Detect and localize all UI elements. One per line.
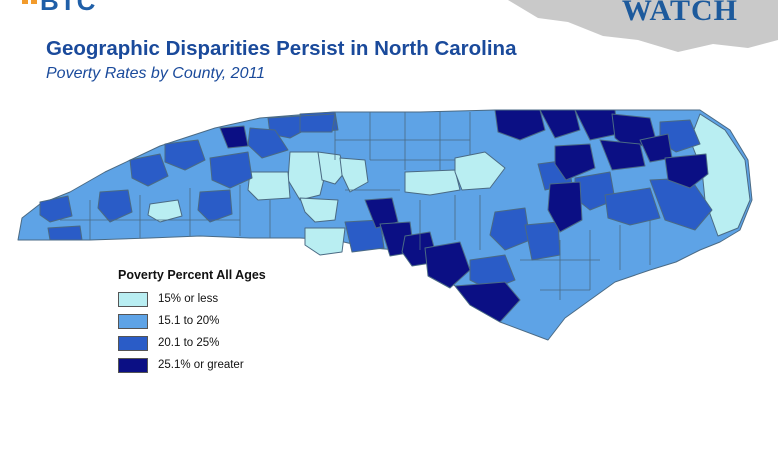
county-mid — [197, 189, 233, 223]
map-legend: Poverty Percent All Ages 15% or less 15.… — [118, 268, 266, 376]
logo-right-text: WATCH — [621, 0, 738, 27]
page-title: Geographic Disparities Persist in North … — [46, 37, 517, 60]
legend-label: 25.1% or greater — [158, 359, 244, 371]
county-dark — [219, 125, 249, 149]
legend-item: 15% or less — [118, 288, 266, 310]
county-dark — [554, 143, 596, 181]
county-mid — [39, 195, 73, 223]
county-mid — [129, 153, 169, 187]
county-light — [147, 199, 183, 223]
legend-item: 25.1% or greater — [118, 354, 266, 376]
county-light — [454, 151, 506, 191]
logo-left-text: BTC — [40, 0, 97, 16]
county-dark — [664, 153, 709, 189]
page-subtitle: Poverty Rates by County, 2011 — [46, 65, 266, 82]
legend-swatch — [118, 357, 148, 373]
county-light — [304, 227, 346, 256]
legend-swatch — [118, 335, 148, 351]
logo-left: BTC — [22, 0, 96, 16]
county-mid — [489, 207, 531, 251]
county-dark — [364, 197, 399, 229]
legend-label: 15% or less — [158, 293, 219, 305]
legend-swatch — [118, 291, 148, 307]
county-light — [317, 151, 346, 185]
county-mid — [47, 225, 83, 241]
county-mid — [209, 151, 253, 189]
legend-item: 20.1 to 25% — [118, 332, 266, 354]
logo-right: WATCH — [508, 0, 778, 60]
county-dark — [494, 109, 546, 141]
county-mid — [299, 113, 336, 133]
legend-label: 20.1 to 25% — [158, 337, 220, 349]
logo-bar-icon — [22, 0, 28, 4]
nc-county-map — [0, 100, 778, 360]
county-mid — [164, 139, 206, 171]
county-light — [339, 157, 369, 193]
legend-swatch — [118, 313, 148, 329]
county-mid — [247, 127, 289, 159]
county-dark — [599, 139, 646, 171]
county-dark — [454, 281, 521, 323]
county-borders — [60, 112, 651, 300]
county-mid — [97, 189, 133, 223]
county-dark — [424, 241, 471, 289]
county-mid — [604, 187, 661, 226]
county-dark — [547, 181, 583, 233]
county-light — [299, 197, 339, 223]
logo-bar-icon — [31, 0, 37, 4]
legend-item: 15.1 to 20% — [118, 310, 266, 332]
county-light — [247, 171, 291, 201]
county-mid — [344, 219, 385, 253]
map-svg — [17, 109, 753, 341]
nc-silhouette-icon — [508, 0, 778, 52]
county-light — [404, 169, 461, 196]
legend-title: Poverty Percent All Ages — [118, 268, 266, 282]
county-dark — [539, 109, 581, 139]
legend-label: 15.1 to 20% — [158, 315, 220, 327]
